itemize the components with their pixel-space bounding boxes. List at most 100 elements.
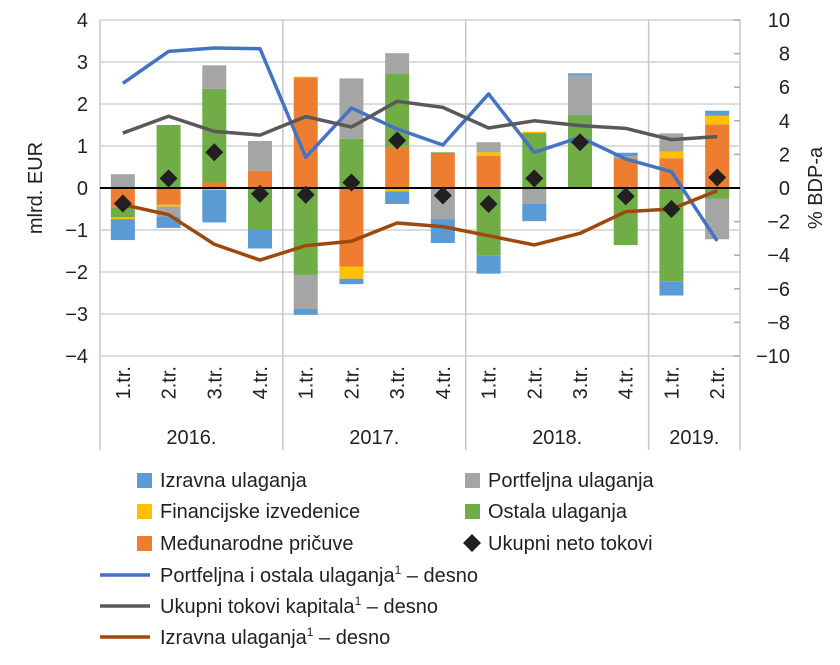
- legend-diamond-icon: [463, 534, 481, 552]
- y-right-tick-label: 8: [779, 44, 790, 66]
- y-right-tick-label: 10: [768, 10, 790, 32]
- net-flow-marker: [296, 185, 315, 204]
- net-flow-marker: [525, 169, 544, 188]
- y-right-tick-label: 6: [779, 77, 790, 99]
- x-tick-label: 1.tr.: [661, 366, 683, 399]
- bar-segment: [522, 131, 547, 133]
- legend-line-suffix: – desno: [313, 627, 390, 649]
- bar-segment: [248, 140, 272, 171]
- year-label: 2019.: [669, 427, 719, 449]
- y-tick-label: 3: [77, 52, 88, 74]
- y-right-tick-label: −4: [767, 245, 790, 267]
- legend-footnote-sup: 1: [307, 625, 314, 639]
- net-flow-marker: [342, 173, 361, 192]
- bar-segment: [705, 188, 730, 199]
- bar-segment: [156, 216, 181, 228]
- bar-segment: [613, 152, 638, 157]
- bar-segment: [385, 146, 410, 188]
- legend-label: Izravna ulaganja: [160, 470, 308, 492]
- x-tick-label: 1.tr.: [113, 366, 135, 399]
- bar-segment: [156, 204, 181, 207]
- y-right-tick-label: −10: [756, 346, 790, 368]
- bar-segment: [705, 198, 730, 240]
- bar-segment: [659, 151, 684, 159]
- bar-segment: [202, 188, 227, 191]
- net-flow-marker: [388, 131, 407, 150]
- x-tick-label: 2.tr.: [159, 366, 181, 399]
- x-tick-label: 4.tr.: [433, 366, 455, 399]
- legend-line-label: Ukupni tokovi kapitala1 – desno: [160, 594, 438, 618]
- y-tick-label: 2: [77, 94, 88, 116]
- net-flow-marker: [616, 187, 635, 206]
- bar-segment: [202, 88, 227, 183]
- y-right-tick-label: −6: [767, 279, 790, 301]
- legend-swatch: [137, 536, 152, 551]
- y-tick-label: −2: [65, 262, 88, 284]
- bar-segment: [202, 182, 227, 188]
- year-label: 2016.: [166, 427, 216, 449]
- bar-segment: [476, 255, 501, 274]
- y-right-tick-label: 2: [779, 144, 790, 166]
- y-tick-label: 4: [77, 10, 88, 32]
- bar-segment: [385, 191, 410, 204]
- legend-swatch: [137, 473, 152, 488]
- x-tick-label: 1.tr.: [296, 366, 318, 399]
- bar-segment: [430, 219, 455, 244]
- net-flow-marker: [433, 186, 452, 205]
- x-tick-label: 2.tr.: [707, 366, 729, 399]
- x-tick-label: 3.tr.: [387, 366, 409, 399]
- bar-segment: [476, 155, 501, 188]
- year-label: 2017.: [349, 427, 399, 449]
- y-right-tick-label: −8: [767, 312, 790, 334]
- legend-line-name: Portfeljna i ostala ulaganja: [160, 565, 395, 587]
- y-tick-label: −1: [65, 220, 88, 242]
- bar-segment: [476, 152, 501, 156]
- bar-segment: [293, 77, 318, 188]
- legend-line-name: Ukupni tokovi kapitala: [160, 596, 355, 618]
- bar-segment: [568, 75, 592, 115]
- x-tick-label: 4.tr.: [250, 366, 272, 399]
- legend-footnote-sup: 1: [355, 594, 362, 608]
- bar-segment: [110, 217, 135, 220]
- bar-segment: [339, 188, 364, 267]
- bar-segment: [568, 73, 592, 76]
- y-right-axis-title: % BDP-a: [805, 146, 827, 229]
- bar-segment: [339, 278, 364, 285]
- legend-label: Međunarodne pričuve: [160, 533, 353, 555]
- legend-swatch: [137, 504, 152, 519]
- bar-segment: [522, 188, 547, 204]
- legend-label: Financijske izvedenice: [160, 501, 360, 523]
- series-line: [122, 189, 718, 262]
- y-axis-title: mlrd. EUR: [25, 142, 47, 234]
- bar-segment: [430, 153, 455, 188]
- bar-segment: [202, 190, 227, 223]
- legend-swatch: [465, 504, 480, 519]
- bar-segment: [202, 65, 227, 89]
- bar-segment: [705, 110, 730, 116]
- series-line: [121, 46, 719, 242]
- bar-segment: [248, 230, 272, 249]
- bar-segment: [430, 152, 455, 154]
- net-flow-marker: [251, 184, 269, 203]
- net-flow-marker: [205, 143, 224, 162]
- bar-segment: [705, 115, 730, 125]
- net-flow-marker: [708, 168, 727, 187]
- bar-segment: [293, 308, 318, 315]
- legend-line-suffix: – desno: [401, 565, 478, 587]
- bar-segment: [339, 266, 364, 279]
- x-tick-label: 3.tr.: [570, 366, 592, 399]
- y-tick-label: −3: [65, 304, 88, 326]
- net-flow-marker: [571, 133, 589, 152]
- x-tick-label: 4.tr.: [616, 366, 638, 399]
- legend-footnote-sup: 1: [395, 563, 402, 577]
- bar-segment: [522, 203, 547, 222]
- x-tick-label: 2.tr.: [524, 366, 546, 399]
- net-flow-marker: [113, 194, 132, 213]
- x-tick-label: 3.tr.: [204, 366, 226, 399]
- y-right-tick-label: 4: [779, 111, 790, 133]
- x-tick-label: 2.tr.: [341, 366, 363, 399]
- legend-label: Portfeljna ulaganja: [488, 470, 655, 492]
- legend-line-label: Izravna ulaganja1 – desno: [160, 625, 390, 649]
- bar-segment: [476, 142, 501, 153]
